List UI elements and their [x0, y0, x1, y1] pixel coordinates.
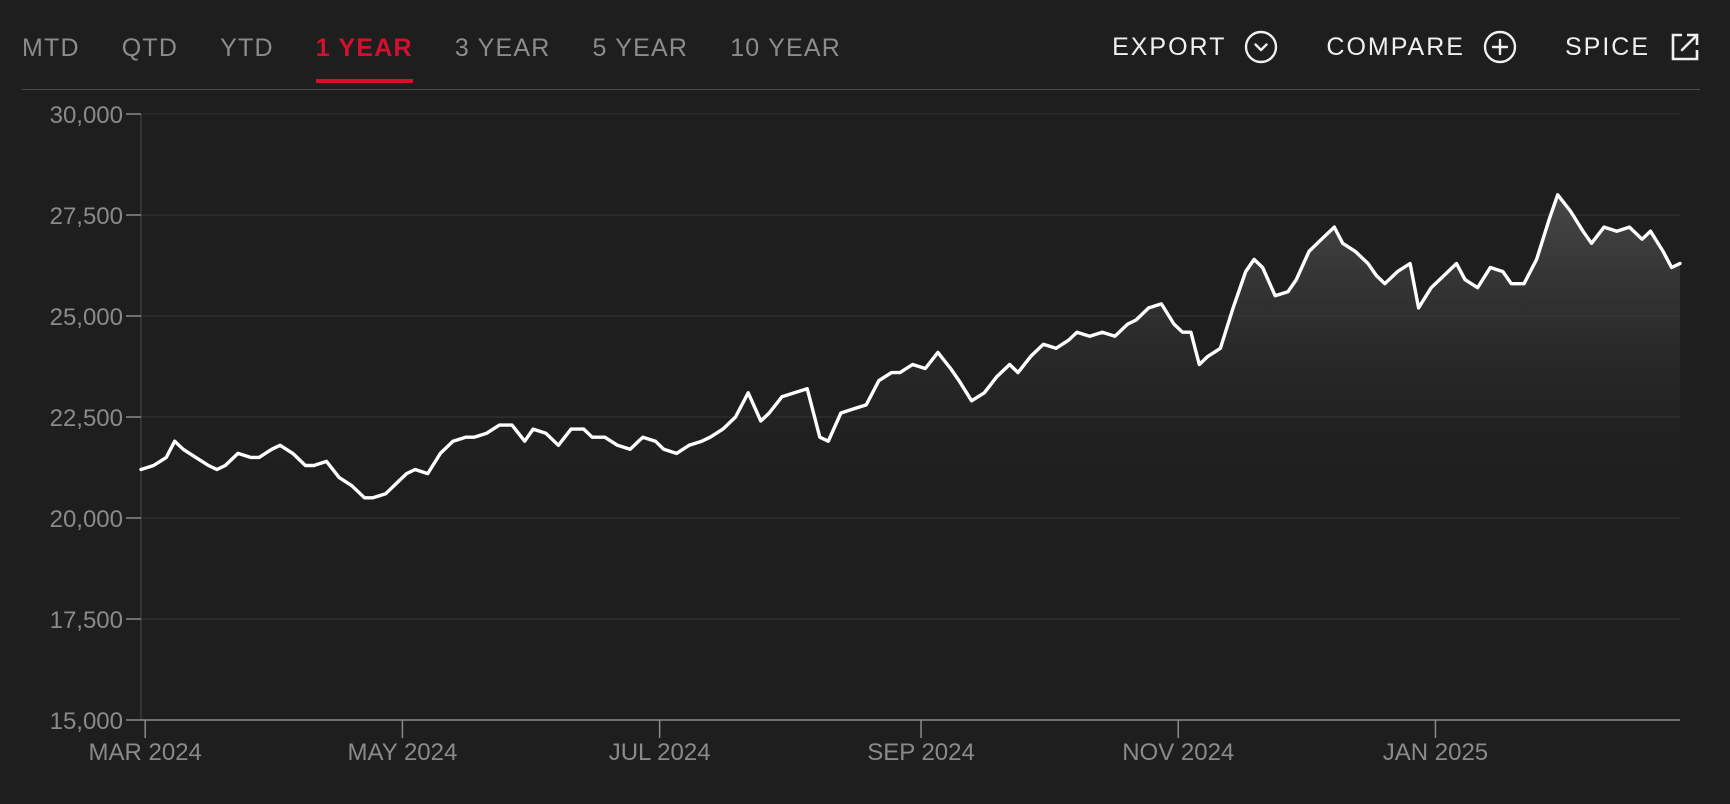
x-tick-label: JAN 2025: [1383, 739, 1488, 766]
spice-button[interactable]: SPICE: [1565, 30, 1702, 64]
chart-actions: EXPORT COMPARE SPICE: [1064, 30, 1702, 64]
tab-10-year[interactable]: 10 YEAR: [730, 34, 841, 62]
series-line: [139, 193, 1682, 500]
tab-qtd[interactable]: QTD: [121, 34, 179, 62]
series-area: [141, 194, 1680, 519]
y-tick-label: 20,000: [50, 506, 123, 533]
y-tick-label: 22,500: [50, 405, 123, 432]
y-tick-label: 27,500: [50, 203, 123, 230]
x-axis-ticks: MAR 2024 MAY 2024 JUL 2024 SEP 2024 NOV 2024…: [89, 720, 1488, 766]
compare-button[interactable]: COMPARE: [1326, 30, 1517, 64]
area-fill: [141, 194, 1680, 519]
chevron-down-circle-icon: [1245, 30, 1278, 64]
y-tick-label: 30,000: [50, 102, 123, 129]
plus-circle-icon: [1483, 30, 1517, 64]
y-axis-ticks: 30,000 27,500 25,000 22,500 20,000 17,500 15,0…: [50, 102, 141, 735]
x-tick-label: JUL 2024: [609, 739, 711, 766]
tab-5-year[interactable]: 5 YEAR: [592, 34, 689, 62]
series-path: [139, 193, 1682, 500]
x-tick-label: MAY 2024: [347, 739, 457, 766]
toolbar-divider: [22, 89, 1700, 90]
spice-label: SPICE: [1564, 32, 1650, 61]
export-button[interactable]: EXPORT: [1112, 30, 1278, 64]
y-tick-label: 17,500: [50, 607, 123, 634]
tab-1-year[interactable]: 1 YEAR: [315, 36, 413, 83]
chart-toolbar: MTD QTD YTD 1 YEAR 3 YEAR 5 YEAR 10 YEAR…: [0, 0, 1730, 92]
period-tabs: MTD QTD YTD 1 YEAR 3 YEAR 5 YEAR 10 YEAR: [22, 36, 883, 83]
tab-mtd[interactable]: MTD: [22, 34, 80, 62]
y-tick-label: 15,000: [50, 708, 123, 735]
y-tick-label: 25,000: [50, 304, 123, 331]
x-tick-label: NOV 2024: [1122, 739, 1234, 766]
external-link-icon: [1671, 33, 1699, 61]
export-label: EXPORT: [1112, 32, 1227, 61]
tab-ytd[interactable]: YTD: [220, 34, 274, 62]
x-tick-label: MAR 2024: [89, 739, 202, 766]
x-tick-label: SEP 2024: [867, 739, 975, 766]
compare-label: COMPARE: [1326, 32, 1465, 61]
tab-3-year[interactable]: 3 YEAR: [454, 34, 551, 62]
